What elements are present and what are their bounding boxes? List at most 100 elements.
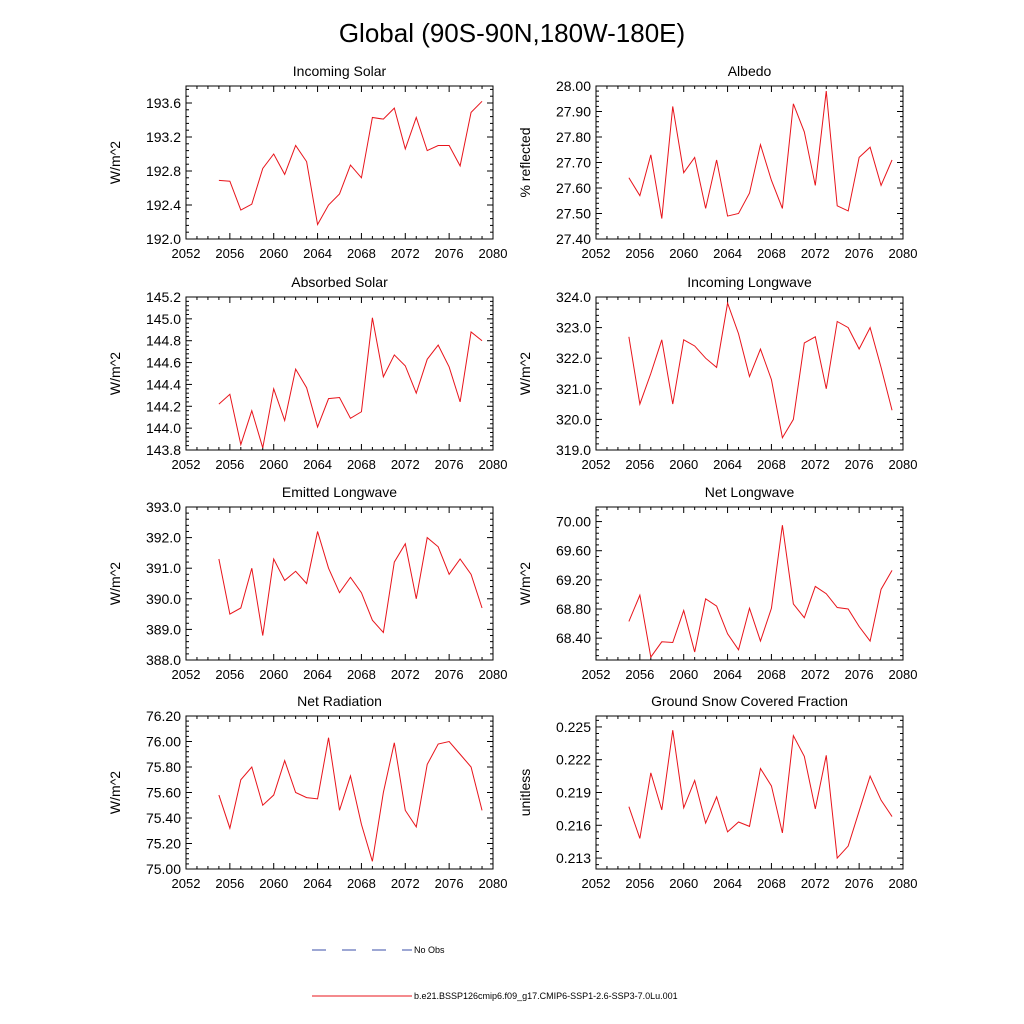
x-tick-label: 2056 xyxy=(625,667,654,682)
y-tick-label: 193.2 xyxy=(146,129,181,145)
x-tick-label: 2072 xyxy=(801,876,830,891)
x-tick-label: 2060 xyxy=(259,246,288,261)
plot-frame xyxy=(595,715,904,870)
legend-obs-label: No Obs xyxy=(414,945,445,955)
y-axis-label: W/m^2 xyxy=(107,352,123,395)
y-tick-label: 76.20 xyxy=(146,708,181,724)
y-tick-label: 70.00 xyxy=(556,514,591,530)
x-tick-label: 2076 xyxy=(845,667,874,682)
y-tick-label: 144.6 xyxy=(146,355,181,371)
x-tick-label: 2072 xyxy=(391,457,420,472)
y-axis-label: W/m^2 xyxy=(517,562,533,605)
x-tick-label: 2052 xyxy=(172,667,201,682)
x-tick-label: 2056 xyxy=(625,876,654,891)
y-tick-label: 144.0 xyxy=(146,420,181,436)
series-line xyxy=(628,301,893,440)
series-line xyxy=(628,730,893,860)
panel-5: 2052 2056 2060 2064 2068 2072 2076 2080 388.0 389… xyxy=(107,484,507,682)
series-line xyxy=(628,91,893,219)
legend-model-label: b.e21.BSSP126cmip6.f09_g17.CMIP6-SSP1-2.… xyxy=(414,991,678,1001)
y-axis-label: W/m^2 xyxy=(107,141,123,184)
plot-frame xyxy=(595,296,904,451)
panel-title: Emitted Longwave xyxy=(282,484,397,500)
y-tick-label: 321.0 xyxy=(556,381,591,397)
y-tick-label: 145.0 xyxy=(146,311,181,327)
y-tick-label: 0.222 xyxy=(556,752,591,768)
x-tick-label: 2056 xyxy=(215,246,244,261)
y-tick-label: 75.80 xyxy=(146,759,181,775)
x-tick-label: 2080 xyxy=(889,876,918,891)
x-tick-label: 2068 xyxy=(757,246,786,261)
x-tick-label: 2068 xyxy=(347,667,376,682)
panel-2: 2052 2056 2060 2064 2068 2072 2076 2080 27.40 27.… xyxy=(517,63,917,261)
y-tick-label: 68.80 xyxy=(556,601,591,617)
series-line xyxy=(218,737,483,862)
y-tick-label: 69.20 xyxy=(556,572,591,588)
y-tick-label: 323.0 xyxy=(556,320,591,336)
y-tick-label: 0.225 xyxy=(556,719,591,735)
series-line xyxy=(218,531,483,636)
y-tick-label: 393.0 xyxy=(146,499,181,515)
panel-title: Ground Snow Covered Fraction xyxy=(651,693,848,709)
x-tick-label: 2076 xyxy=(845,457,874,472)
y-axis-label: unitless xyxy=(517,769,533,816)
x-tick-label: 2056 xyxy=(215,876,244,891)
series-line xyxy=(628,525,893,659)
plot-frame xyxy=(595,506,904,661)
x-tick-label: 2060 xyxy=(259,457,288,472)
y-tick-label: 324.0 xyxy=(556,289,591,305)
y-tick-label: 69.60 xyxy=(556,543,591,559)
x-tick-label: 2060 xyxy=(259,876,288,891)
x-tick-label: 2056 xyxy=(625,246,654,261)
plot-frame xyxy=(185,506,494,661)
panel-title: Albedo xyxy=(728,63,772,79)
x-tick-label: 2068 xyxy=(347,457,376,472)
plot-frame xyxy=(185,296,494,451)
x-tick-label: 2060 xyxy=(669,246,698,261)
y-tick-label: 0.216 xyxy=(556,817,591,833)
x-tick-label: 2052 xyxy=(582,667,611,682)
y-tick-label: 192.8 xyxy=(146,163,181,179)
y-tick-label: 388.0 xyxy=(146,652,181,668)
x-tick-label: 2052 xyxy=(582,246,611,261)
y-tick-label: 145.2 xyxy=(146,289,181,305)
y-tick-label: 144.4 xyxy=(146,376,181,392)
x-tick-label: 2060 xyxy=(669,667,698,682)
y-tick-label: 322.0 xyxy=(556,350,591,366)
x-tick-label: 2064 xyxy=(303,457,332,472)
x-tick-label: 2056 xyxy=(215,457,244,472)
y-tick-label: 75.60 xyxy=(146,785,181,801)
panel-title: Net Longwave xyxy=(705,484,795,500)
panel-4: 2052 2056 2060 2064 2068 2072 2076 2080 319.0 320… xyxy=(517,274,917,472)
x-tick-label: 2080 xyxy=(889,457,918,472)
x-tick-label: 2076 xyxy=(435,876,464,891)
y-tick-label: 27.80 xyxy=(556,129,591,145)
x-tick-label: 2052 xyxy=(582,457,611,472)
y-tick-label: 390.0 xyxy=(146,591,181,607)
x-tick-label: 2068 xyxy=(757,457,786,472)
y-axis-label: % reflected xyxy=(517,127,533,197)
plot-frame xyxy=(185,85,494,240)
y-tick-label: 0.219 xyxy=(556,785,591,801)
y-axis-label: W/m^2 xyxy=(517,352,533,395)
panel-1: 2052 2056 2060 2064 2068 2072 2076 2080 192.0 192… xyxy=(107,63,507,261)
y-tick-label: 319.0 xyxy=(556,442,591,458)
y-tick-label: 0.213 xyxy=(556,850,591,866)
y-tick-label: 391.0 xyxy=(146,560,181,576)
panel-title: Incoming Solar xyxy=(293,63,387,79)
x-tick-label: 2064 xyxy=(303,667,332,682)
panel-title: Absorbed Solar xyxy=(291,274,388,290)
x-tick-label: 2064 xyxy=(713,876,742,891)
x-tick-label: 2052 xyxy=(172,457,201,472)
y-tick-label: 27.50 xyxy=(556,206,591,222)
plot-frame xyxy=(595,85,904,240)
plot-frame xyxy=(185,715,494,870)
x-tick-label: 2064 xyxy=(713,667,742,682)
y-tick-label: 27.70 xyxy=(556,155,591,171)
y-tick-label: 389.0 xyxy=(146,621,181,637)
legend: No Obs b.e21.BSSP126cmip6.f09_g17.CMIP6-… xyxy=(312,945,678,1001)
x-tick-label: 2072 xyxy=(801,246,830,261)
y-tick-label: 68.40 xyxy=(556,630,591,646)
panel-title: Incoming Longwave xyxy=(687,274,812,290)
y-tick-label: 144.8 xyxy=(146,333,181,349)
